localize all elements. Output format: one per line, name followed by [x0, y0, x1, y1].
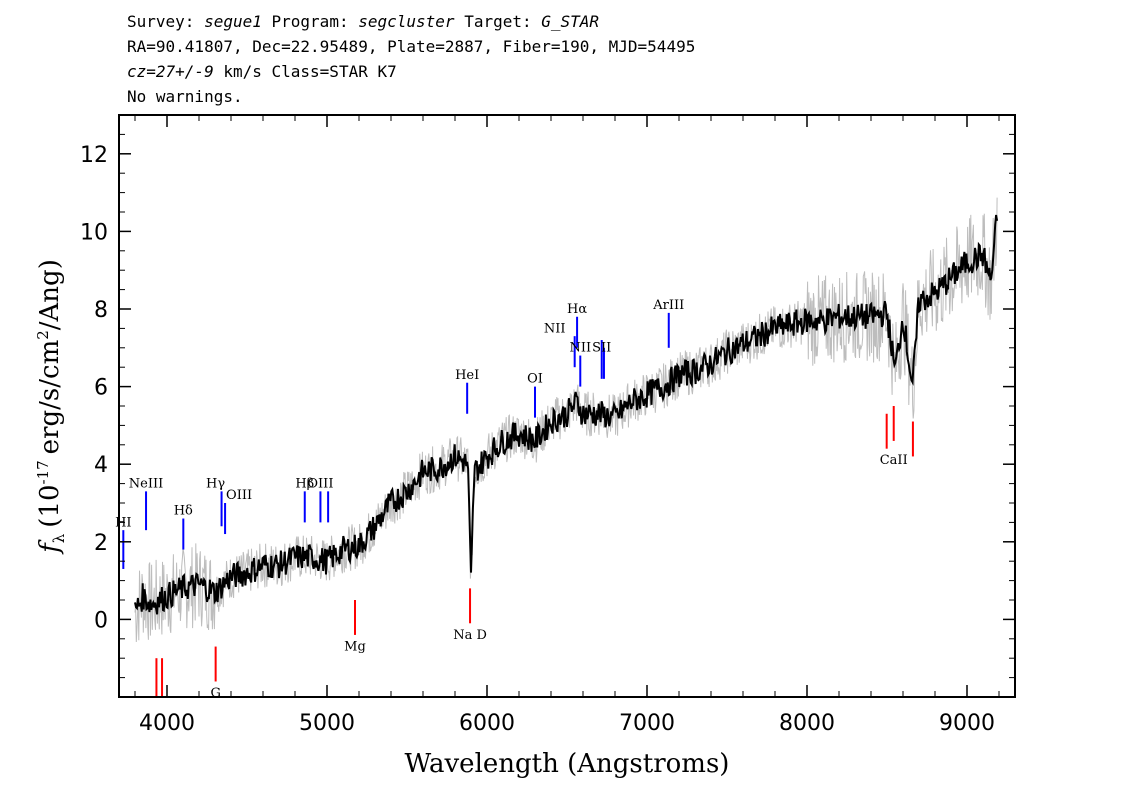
- x-axis-title: Wavelength (Angstroms): [405, 749, 730, 779]
- spectral-line-label: Na D: [453, 628, 487, 643]
- model-layer: [134, 214, 999, 615]
- spectral-line-label: Hβ: [295, 476, 314, 491]
- spectral-line-label: NII: [569, 341, 591, 356]
- y-tick-label: 12: [80, 143, 108, 168]
- y-axis-post: /Ang): [35, 259, 65, 330]
- spectral-line-label: NeIII: [129, 476, 163, 491]
- spectral-line-label: Mg: [344, 639, 366, 654]
- spectral-line-label: SII: [592, 341, 611, 356]
- spectral-line-label: ArIII: [652, 298, 684, 313]
- spectral-line-label: HeI: [455, 368, 479, 383]
- spectral-line-label: Hγ: [206, 476, 225, 491]
- spectral-line-label: Hα: [567, 302, 587, 317]
- x-tick-label: 6000: [459, 711, 515, 736]
- survey-value: segue1: [204, 12, 262, 31]
- redshift-value: cz=27+/-9: [127, 62, 214, 81]
- y-axis-title: fλ(10-17erg/s/cm2/Ang): [34, 259, 68, 555]
- axis-ticks: 4000 5000 6000 7000 8000 9000 0 2 4 6 8 10 12: [80, 115, 1015, 736]
- x-tick-label: 5000: [299, 711, 355, 736]
- header-line-3: cz=27+/-9 km/s Class=STAR K7: [127, 62, 397, 82]
- spectral-line-label: OI: [527, 372, 543, 387]
- header-line-2: RA=90.41807, Dec=22.95489, Plate=2887, F…: [127, 37, 696, 56]
- y-axis-subscript: λ: [50, 533, 68, 543]
- class-value: km/s Class=STAR K7: [223, 62, 397, 81]
- program-value: segcluster: [358, 12, 455, 31]
- spectral-line-label: G: [210, 686, 220, 701]
- spectral-line-label: OIII: [226, 488, 252, 503]
- x-tick-label: 4000: [139, 711, 195, 736]
- smoothed-flux-line: [134, 214, 999, 615]
- target-value: G_STAR: [541, 12, 600, 31]
- spectral-line-label: CaII: [880, 453, 908, 468]
- spectral-line-label: Hδ: [174, 504, 193, 519]
- y-tick-label: 4: [94, 453, 108, 478]
- header-line-1: Survey: segue1 Program: segcluster Targe…: [127, 12, 599, 32]
- x-tick-label: 7000: [619, 711, 675, 736]
- y-tick-label: 2: [94, 531, 108, 556]
- y-axis-exponent-2: 2: [34, 330, 52, 340]
- header-line-4: No warnings.: [127, 87, 243, 106]
- y-tick-label: 10: [80, 220, 108, 245]
- y-tick-label: 0: [94, 608, 108, 633]
- spectral-line-label: NII: [544, 321, 566, 336]
- y-tick-label: 8: [94, 298, 108, 323]
- spectral-line-label: OIII: [307, 476, 333, 491]
- y-axis-unit: erg/s/cm: [35, 340, 65, 455]
- survey-label: Survey:: [127, 12, 195, 31]
- program-label: Program:: [271, 12, 349, 31]
- target-label: Target:: [464, 12, 532, 31]
- y-tick-label: 6: [94, 376, 108, 401]
- x-tick-label: 9000: [939, 711, 995, 736]
- x-tick-label: 8000: [779, 711, 835, 736]
- y-axis-exponent: -17: [34, 460, 52, 484]
- y-axis-pre: (10: [35, 484, 65, 527]
